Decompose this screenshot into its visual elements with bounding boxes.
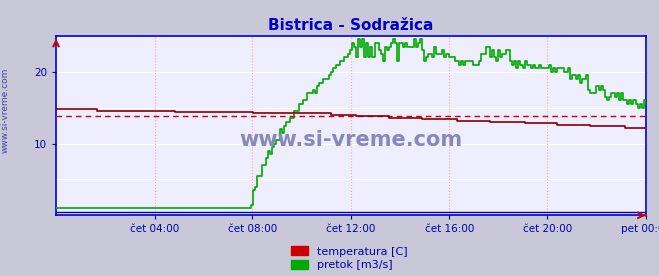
Legend: temperatura [C], pretok [m3/s]: temperatura [C], pretok [m3/s] <box>291 246 407 270</box>
Text: www.si-vreme.com: www.si-vreme.com <box>1 68 10 153</box>
Title: Bistrica - Sodražica: Bistrica - Sodražica <box>268 18 434 33</box>
Text: www.si-vreme.com: www.si-vreme.com <box>239 130 463 150</box>
